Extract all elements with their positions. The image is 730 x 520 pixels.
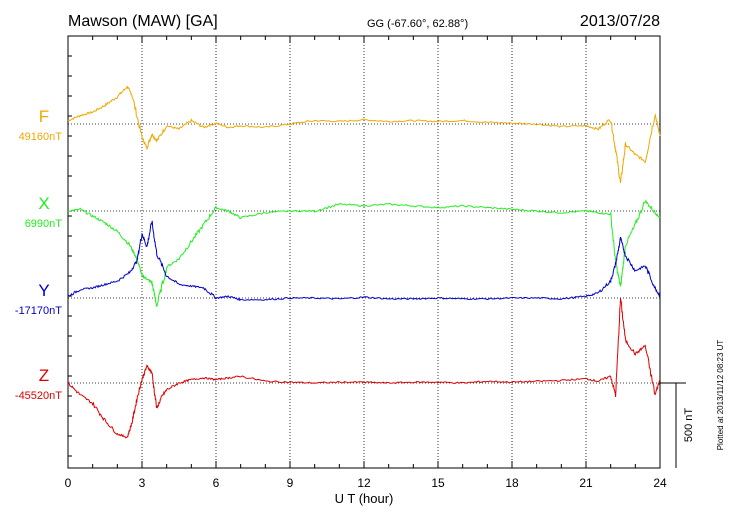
series-line-z xyxy=(67,298,661,439)
scale-bar: 500 nT xyxy=(660,382,695,468)
series-line-x xyxy=(67,199,661,308)
x-tick-label: 6 xyxy=(213,476,220,490)
x-tick-label: 21 xyxy=(579,476,593,490)
series-baseline-y: -17170nT xyxy=(15,305,62,317)
x-tick-label: 12 xyxy=(357,476,371,490)
series-baseline-f: 49160nT xyxy=(19,131,63,143)
x-tick-label: 18 xyxy=(505,476,519,490)
series-line-y xyxy=(67,220,661,302)
series-baseline-z: -45520nT xyxy=(15,390,62,402)
series-name-y: Y xyxy=(38,281,49,300)
scale-bar-label: 500 nT xyxy=(683,408,695,443)
x-tick-label: 24 xyxy=(653,476,667,490)
series-labels: F 49160nT X 6990nT Y -17170nT Z -45520nT xyxy=(15,107,62,402)
grid-lines xyxy=(141,36,587,468)
series-lines xyxy=(67,85,661,439)
axis-ticks xyxy=(67,36,661,468)
series-name-x: X xyxy=(38,194,49,213)
plotted-timestamp: Plotted at 2013/11/12 08:23 UT xyxy=(716,340,725,451)
station-coordinates: GG (-67.60°, 62.88°) xyxy=(367,18,468,30)
chart-date: 2013/07/28 xyxy=(580,13,660,30)
series-name-z: Z xyxy=(39,366,49,385)
x-tick-labels: 0 3 6 9 12 15 18 21 24 xyxy=(65,476,667,490)
x-axis-label: U T (hour) xyxy=(335,491,394,506)
station-title: Mawson (MAW) [GA] xyxy=(68,13,218,30)
series-name-f: F xyxy=(39,107,49,126)
series-baseline-x: 6990nT xyxy=(25,218,63,230)
x-tick-label: 15 xyxy=(431,476,445,490)
x-tick-label: 9 xyxy=(287,476,294,490)
x-tick-label: 0 xyxy=(65,476,72,490)
series-line-f xyxy=(67,85,661,183)
x-tick-label: 3 xyxy=(139,476,146,490)
